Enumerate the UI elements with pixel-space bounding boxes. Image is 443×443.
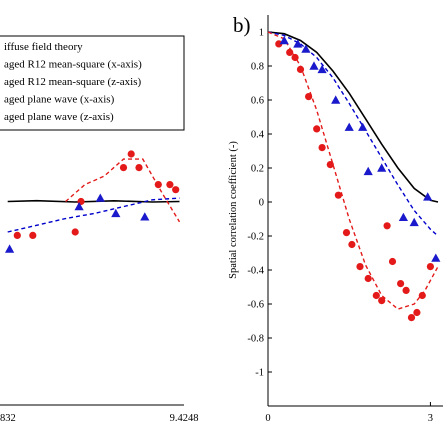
panel-b-point-circle (318, 144, 326, 152)
panel-b-y-tick-label: -0.8 (247, 334, 264, 345)
panel-a-x-ticks: 832 9.4248 (0, 413, 198, 424)
legend-entry: aged R12 mean-square (x-axis) (4, 59, 142, 71)
panel-b-point-triangle (293, 39, 303, 48)
panel-b-y-tick-label: -0.6 (247, 300, 264, 311)
panel-b-point-circle (413, 308, 421, 317)
panel-b-y-tick-label: -0.4 (247, 266, 264, 277)
panel-a-series-line-0 (7, 199, 180, 203)
panel-b-point-circle (426, 263, 434, 271)
legend-entry: aged R12 mean-square (z-axis) (4, 76, 141, 88)
panel-b-point-circle (275, 40, 283, 48)
panel-a-point-triangle (5, 244, 15, 253)
panel-b-point-circle (348, 240, 356, 249)
panel-b-point-circle (334, 191, 342, 199)
panel-b-point-triangle (279, 35, 289, 45)
panel-b-point-triangle (377, 163, 387, 172)
panel-a-point-triangle (95, 193, 105, 202)
panel-b-point-triangle (363, 166, 373, 176)
panel-a-point-circle (127, 150, 135, 158)
panel-b-point-triangle (331, 95, 341, 104)
panel-b-point-circle (313, 125, 321, 133)
panel-b-series (267, 31, 441, 322)
panel-b-point-triangle (409, 217, 419, 227)
panel-b-y-tick-label: 0.2 (251, 164, 264, 175)
panel-b-point-triangle (309, 61, 319, 70)
panel-b-y-label: Spatial correlation coefficient (-) (228, 141, 239, 279)
panel-b-y-tick-label: 0.6 (251, 96, 264, 107)
panel-b-point-circle (418, 291, 426, 300)
panel-a-point-circle (166, 181, 174, 189)
panel-a-series-line-1 (7, 197, 180, 233)
panel-a-point-circle (29, 231, 37, 239)
panel-b-point-circle (296, 65, 305, 73)
panel-a-point-circle (119, 164, 128, 172)
panel-b-point-circle (342, 229, 351, 237)
panel-b-y-ticks: 1 0.8 0.6 0.4 0.2 0 -0.2 -0.4 -0.6 -0.8 -1 (247, 28, 272, 379)
panel-a-point-circle (71, 228, 79, 236)
panel-a-point-circle (135, 164, 143, 172)
panel-b-x-tick-label: 3 (428, 413, 433, 424)
panel-a-point-triangle (140, 212, 150, 221)
panel-a-point-circle (13, 231, 21, 239)
panel-b-x-tick-label: 0 (265, 413, 270, 424)
panel-a-series-line-2 (65, 158, 181, 223)
panel-b-point-circle (388, 257, 397, 266)
panel-b-point-triangle (423, 192, 433, 201)
legend-entry: aged plane wave (z-axis) (4, 111, 114, 123)
panel-b-point-circle (364, 274, 372, 283)
panel-b-point-triangle (398, 212, 408, 221)
legend-box (0, 35, 185, 131)
legend-entry: iffuse field theory (4, 41, 83, 53)
panel-b-point-triangle (317, 64, 327, 74)
panel-b-point-triangle (431, 253, 441, 262)
panel-b-y-tick-label: 0.4 (251, 130, 265, 141)
legend-entry: aged plane wave (x-axis) (4, 94, 115, 106)
panel-a: 832 9.4248 iffuse field theory aged R12 me… (0, 35, 198, 424)
legend-items: iffuse field theory aged R12 mean-square … (4, 41, 142, 123)
panel-b-point-circle (372, 291, 380, 300)
panel-b-y-tick-label: 0 (259, 198, 264, 209)
panel-b-point-triangle (301, 44, 311, 53)
panel-a-point-circle (172, 186, 180, 194)
panel-b-point-triangle (344, 122, 354, 131)
panel-b-point-triangle (358, 122, 368, 131)
panel-b-series-line-2 (267, 31, 439, 310)
panel-a-point-triangle (111, 208, 121, 218)
panel-b-y-tick-label: 1 (259, 28, 264, 39)
panel-b-point-circle (291, 53, 299, 62)
panel-b-point-circle (402, 286, 410, 294)
panel-b-y-tick-label: -0.2 (247, 232, 264, 243)
panel-b-label: b) (233, 13, 251, 37)
panel-a-series (5, 150, 181, 253)
panel-b-y-tick-label: 0.8 (251, 62, 264, 73)
panel-b-point-circle (407, 314, 416, 322)
panel-b-point-circle (356, 263, 364, 271)
panel-a-point-circle (154, 181, 162, 189)
panel-b-point-circle (397, 280, 405, 288)
panel-b-point-circle (286, 48, 294, 57)
panel-a-x-tick-label: 9.4248 (170, 413, 199, 424)
panel-a-x-tick-label: 832 (0, 413, 16, 424)
panel-b-point-circle (383, 222, 391, 230)
legend: iffuse field theory aged R12 mean-square … (0, 35, 185, 131)
panel-b-point-circle (378, 297, 386, 305)
panel-a-point-triangle (74, 202, 84, 211)
panel-b-point-circle (305, 93, 313, 101)
panel-b-point-circle (326, 161, 334, 169)
panel-b-y-tick-label: -1 (255, 368, 264, 379)
